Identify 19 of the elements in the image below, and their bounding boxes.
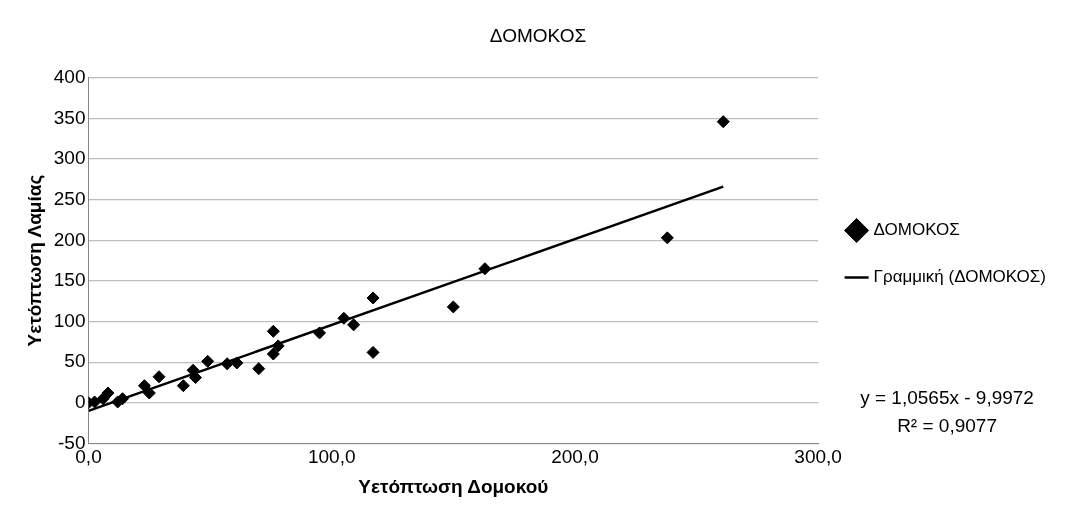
y-tick-label: 300 bbox=[53, 147, 86, 169]
x-tick-label: 200,0 bbox=[551, 446, 599, 468]
chart-title: ΔΟΜΟΚΟΣ bbox=[489, 24, 587, 46]
y-tick-label: 0 bbox=[74, 391, 86, 413]
y-tick-label: 100 bbox=[53, 309, 86, 331]
y-tick-label: 250 bbox=[53, 187, 86, 209]
text: R² = 0,9077 bbox=[897, 414, 997, 436]
x-axis-title: Υετόπτωση Δομοκού bbox=[358, 475, 549, 497]
legend-label: ΔΟΜΟΚΟΣ bbox=[873, 220, 960, 240]
x-tick-label: 300,0 bbox=[794, 446, 842, 468]
y-tick-label: 50 bbox=[64, 350, 86, 372]
y-tick-label: 350 bbox=[53, 106, 86, 128]
y-tick-label: 400 bbox=[53, 66, 86, 88]
y-tick-label: 150 bbox=[53, 269, 86, 291]
text: y = 1,0565x - 9,9972 bbox=[860, 386, 1034, 408]
x-tick-label: 100,0 bbox=[307, 446, 356, 468]
legend-label: Γραμμική (ΔΟΜΟΚΟΣ) bbox=[873, 267, 1047, 287]
y-tick-label: 200 bbox=[53, 228, 86, 250]
y-axis-title: Υετόπτωση Λαμίας bbox=[23, 174, 45, 347]
